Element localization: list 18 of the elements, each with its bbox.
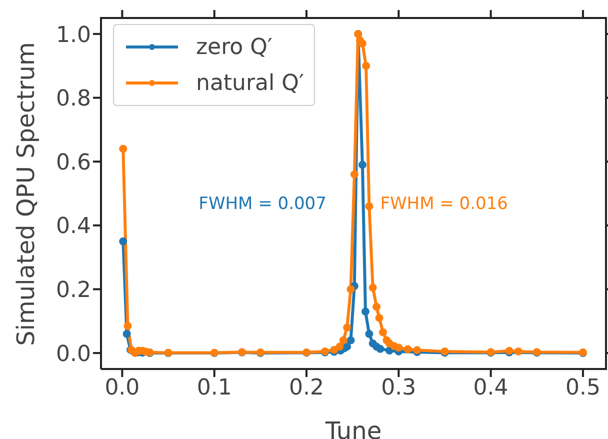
y-tick-label: 0.2 (56, 278, 91, 304)
y-tick-label: 0.4 (56, 214, 91, 240)
x-axis-title: Tune (324, 417, 382, 439)
legend-label: zero Q′ (196, 34, 272, 60)
x-tick-label: 0.1 (196, 376, 232, 401)
y-axis-title: Simulated QPU Spectrum (12, 42, 40, 346)
x-tick-label: 0.2 (289, 376, 324, 401)
x-tick-label: 0.3 (381, 376, 416, 401)
x-tick-label: 0.5 (565, 376, 600, 401)
annotation: FWHM = 0.007 (198, 194, 326, 214)
legend-label: natural Q′ (196, 70, 304, 96)
y-tick-label: 0.0 (56, 342, 91, 367)
x-tick-label: 0.4 (473, 376, 508, 401)
y-tick-label: 0.8 (56, 86, 91, 112)
y-tick-label: 0.6 (56, 150, 91, 176)
y-tick-label: 1.0 (56, 22, 91, 48)
annotation: FWHM = 0.016 (380, 194, 508, 214)
x-tick-label: 0.0 (104, 376, 140, 401)
